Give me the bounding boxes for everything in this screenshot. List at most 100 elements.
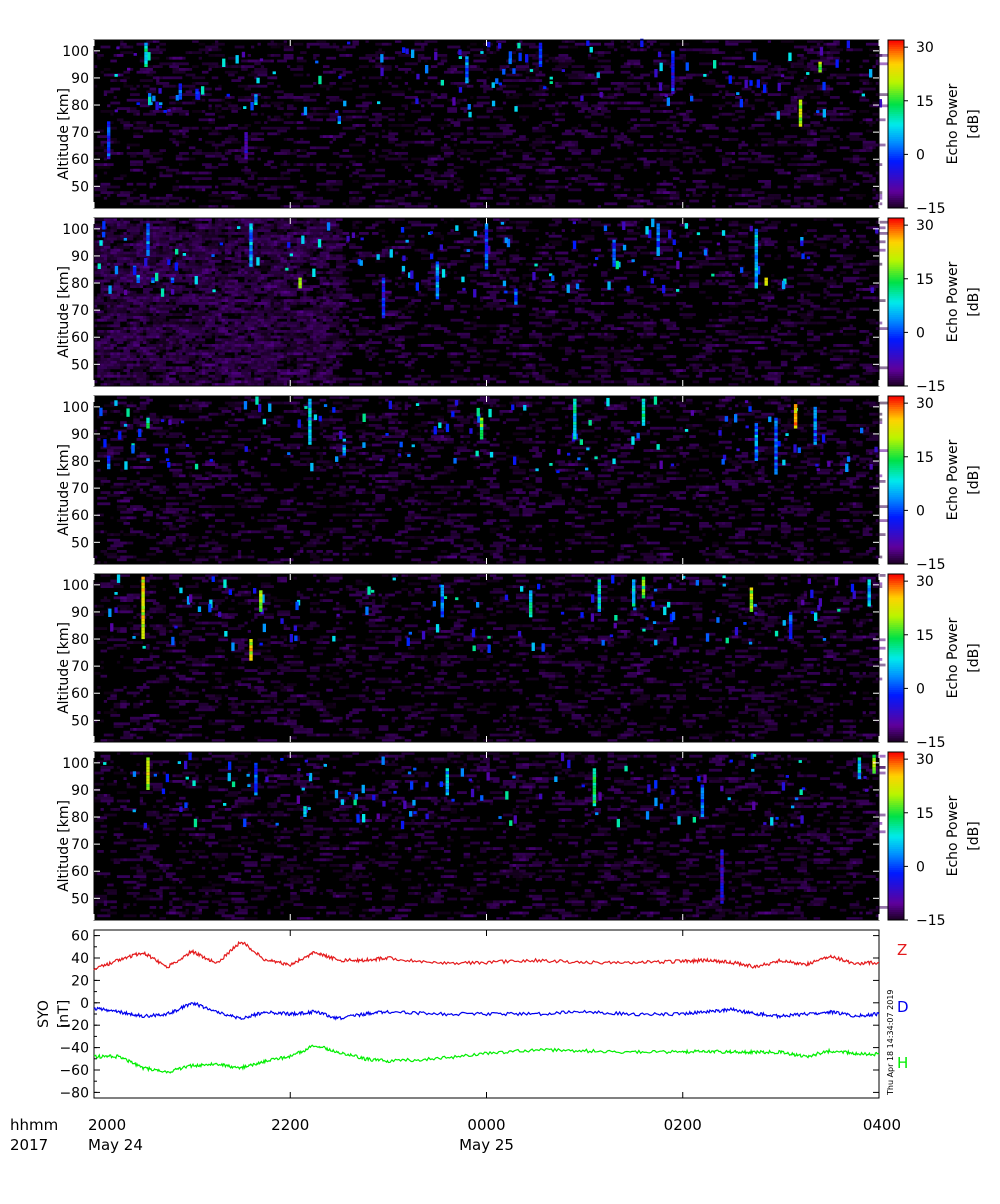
noise-cell [326,361,329,364]
echo-speck [318,76,321,84]
echo-speck [690,96,693,102]
noise-cell [784,152,797,155]
noise-cell [195,302,205,305]
noise-cell [738,146,741,149]
noise-cell [137,254,140,257]
noise-cell [320,85,333,88]
noise-cell [241,310,244,313]
noise-cell [349,110,362,113]
noise-cell [480,174,483,177]
noise-cell [372,152,375,155]
noise-cell [205,88,212,91]
noise-cell [722,51,725,54]
noise-cell [182,347,185,350]
noise-cell [356,124,359,127]
noise-cell [267,324,270,327]
noise-cell [267,282,270,285]
echo-feature-9 [338,116,341,119]
noise-cell [336,361,339,364]
noise-cell [215,54,225,57]
noise-cell [388,191,391,194]
noise-cell [673,177,680,180]
noise-cell [431,158,444,161]
noise-cell [202,99,205,102]
noise-cell [418,202,431,205]
noise-cell [359,344,362,347]
noise-cell [169,197,182,200]
noise-cell [454,166,464,169]
noise-cell [225,243,228,246]
noise-cell [228,336,231,339]
noise-cell [133,302,136,305]
noise-cell [267,160,274,163]
noise-cell [264,352,271,355]
noise-cell [110,102,120,105]
noise-cell [307,221,310,224]
noise-cell [470,65,473,68]
noise-cell [258,74,268,77]
echo-speck [459,56,462,59]
noise-cell [199,43,206,46]
noise-cell [104,361,107,364]
noise-cell [202,316,215,319]
noise-cell [568,76,578,79]
noise-cell [748,127,755,130]
noise-cell [133,322,136,325]
noise-cell [208,355,211,358]
noise-cell [372,191,375,194]
noise-cell [810,48,813,51]
noise-cell [244,316,247,319]
noise-cell [205,324,218,327]
noise-cell [787,163,797,166]
noise-cell [441,127,444,130]
noise-cell [519,116,529,119]
noise-cell [280,172,290,175]
noise-cell [555,85,562,88]
noise-cell [679,76,692,79]
noise-cell [320,358,323,361]
noise-cell [238,243,241,246]
noise-cell [97,166,110,169]
noise-cell [153,246,156,249]
noise-cell [300,369,310,372]
noise-cell [264,96,271,99]
noise-cell [859,65,862,68]
noise-cell [686,146,696,149]
noise-cell [768,102,775,105]
noise-cell [208,285,215,288]
echo-feature-4 [144,46,147,49]
noise-cell [313,113,323,116]
noise-cell [330,310,337,313]
noise-cell [575,180,588,183]
noise-cell [712,51,722,54]
echo-speck [530,69,533,72]
noise-cell [271,380,278,383]
noise-cell [820,183,833,186]
noise-cell [601,130,608,133]
noise-cell [225,358,228,361]
noise-cell [866,82,873,85]
noise-cell [362,93,365,96]
noise-cell [297,358,304,361]
noise-cell [470,96,473,99]
noise-cell [238,271,241,274]
noise-cell [199,355,202,358]
noise-cell [588,74,595,77]
noise-cell [323,291,326,294]
noise-cell [231,260,234,263]
noise-cell [156,380,163,383]
noise-cell [294,43,304,46]
noise-cell [585,116,592,119]
noise-cell [673,124,676,127]
noise-cell [545,152,552,155]
noise-cell [254,352,257,355]
echo-speck [665,94,668,97]
noise-cell [679,113,686,116]
noise-cell [480,141,493,144]
noise-cell [235,280,238,283]
noise-cell [238,85,248,88]
noise-cell [408,88,411,91]
noise-cell [807,144,817,147]
noise-cell [375,347,378,350]
noise-cell [526,88,533,91]
